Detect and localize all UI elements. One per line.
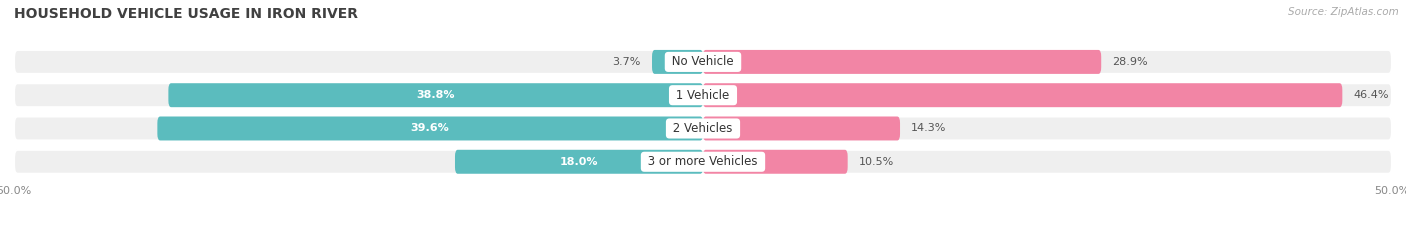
FancyBboxPatch shape xyxy=(14,83,1392,107)
FancyBboxPatch shape xyxy=(14,116,1392,140)
FancyBboxPatch shape xyxy=(703,83,1343,107)
FancyBboxPatch shape xyxy=(703,50,1101,74)
Text: Source: ZipAtlas.com: Source: ZipAtlas.com xyxy=(1288,7,1399,17)
FancyBboxPatch shape xyxy=(169,83,703,107)
FancyBboxPatch shape xyxy=(157,116,703,140)
Text: 38.8%: 38.8% xyxy=(416,90,456,100)
Text: 10.5%: 10.5% xyxy=(859,157,894,167)
Text: 3 or more Vehicles: 3 or more Vehicles xyxy=(644,155,762,168)
Text: 3.7%: 3.7% xyxy=(613,57,641,67)
Text: No Vehicle: No Vehicle xyxy=(668,55,738,69)
FancyBboxPatch shape xyxy=(14,50,1392,74)
Text: 14.3%: 14.3% xyxy=(911,123,946,134)
FancyBboxPatch shape xyxy=(652,50,703,74)
Text: 46.4%: 46.4% xyxy=(1354,90,1389,100)
Text: 1 Vehicle: 1 Vehicle xyxy=(672,89,734,102)
Text: 39.6%: 39.6% xyxy=(411,123,450,134)
Text: 18.0%: 18.0% xyxy=(560,157,598,167)
FancyBboxPatch shape xyxy=(703,150,848,174)
Text: 2 Vehicles: 2 Vehicles xyxy=(669,122,737,135)
FancyBboxPatch shape xyxy=(14,150,1392,174)
FancyBboxPatch shape xyxy=(703,116,900,140)
FancyBboxPatch shape xyxy=(456,150,703,174)
Text: HOUSEHOLD VEHICLE USAGE IN IRON RIVER: HOUSEHOLD VEHICLE USAGE IN IRON RIVER xyxy=(14,7,359,21)
Text: 28.9%: 28.9% xyxy=(1112,57,1147,67)
